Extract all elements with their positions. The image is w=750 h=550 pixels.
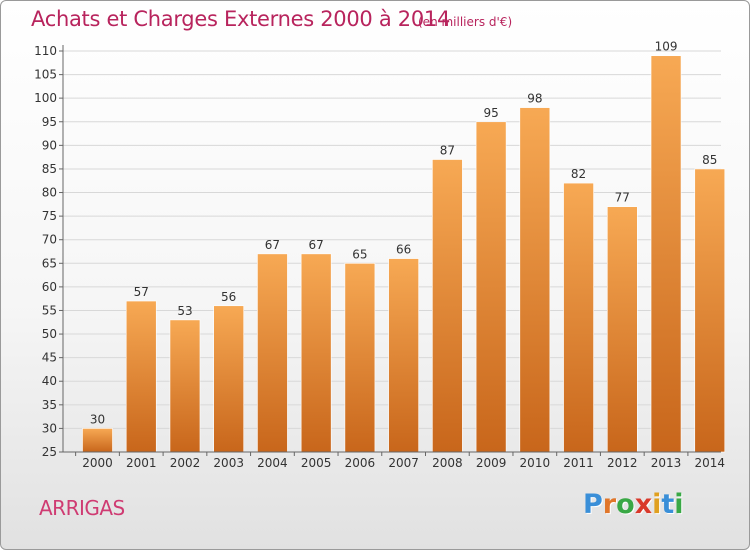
value-label: 65 — [352, 247, 367, 261]
x-tick-label: 2007 — [388, 456, 419, 470]
y-tick-label: 80 — [42, 186, 57, 200]
bar[interactable] — [475, 121, 507, 453]
x-tick-label: 2006 — [345, 456, 376, 470]
x-tick-label: 2000 — [82, 456, 113, 470]
bar[interactable] — [650, 55, 682, 453]
bar[interactable] — [344, 262, 376, 453]
logo-letter: o — [616, 489, 635, 520]
logo-letter: i — [652, 489, 662, 520]
value-label: 67 — [265, 238, 280, 252]
city-name: ARRIGAS — [39, 496, 125, 520]
bar[interactable] — [563, 182, 594, 453]
value-label: 82 — [571, 167, 586, 181]
bar[interactable] — [169, 319, 201, 453]
bar[interactable] — [606, 206, 638, 453]
value-label: 87 — [440, 144, 455, 158]
y-tick-label: 45 — [42, 351, 57, 365]
bars — [82, 55, 726, 453]
x-tick-label: 2005 — [301, 456, 332, 470]
y-tick-label: 100 — [34, 91, 57, 105]
y-tick-label: 90 — [42, 138, 57, 152]
bar[interactable] — [125, 300, 157, 453]
logo-letter: t — [661, 489, 675, 520]
value-label: 98 — [527, 92, 542, 106]
value-label: 85 — [702, 153, 717, 167]
logo-letter: x — [634, 489, 653, 520]
y-tick-label: 70 — [42, 233, 57, 247]
y-tick-label: 50 — [42, 327, 57, 341]
bar[interactable] — [519, 107, 551, 453]
bar[interactable] — [432, 159, 463, 453]
bar[interactable] — [213, 305, 244, 453]
x-tick-label: 2011 — [563, 456, 594, 470]
value-label: 56 — [221, 290, 236, 304]
x-tick-label: 2012 — [607, 456, 638, 470]
value-label: 53 — [177, 304, 192, 318]
y-tick-label: 65 — [42, 256, 57, 270]
y-tick-label: 95 — [42, 115, 57, 129]
x-tick-label: 2009 — [476, 456, 507, 470]
value-label: 66 — [396, 243, 411, 257]
chart-unit: (en milliers d'€) — [418, 15, 513, 29]
x-axis: 2000 2001 2002 2003 2004 2005 2006 2007 2008 2009… — [63, 451, 725, 470]
value-label: 109 — [655, 40, 678, 54]
bar[interactable] — [388, 258, 419, 453]
bar[interactable] — [257, 253, 288, 453]
bar[interactable] — [694, 168, 726, 453]
x-tick-label: 2013 — [651, 456, 682, 470]
bar[interactable] — [300, 253, 332, 453]
value-label: 67 — [309, 238, 324, 252]
logo-letter: r — [602, 489, 617, 520]
x-tick-label: 2003 — [213, 456, 244, 470]
y-tick-label: 105 — [34, 68, 57, 82]
y-tick-label: 110 — [34, 44, 57, 58]
value-label: 95 — [483, 106, 498, 120]
proxiti-logo[interactable]: Proxiti — [583, 489, 684, 520]
y-tick-label: 85 — [42, 162, 57, 176]
y-tick-label: 35 — [42, 398, 57, 412]
y-axis: 25 30 35 40 45 50 55 60 65 70 75 80 85 90 95 100 105 110 — [34, 44, 64, 459]
bar[interactable] — [82, 428, 113, 453]
y-tick-label: 40 — [42, 374, 57, 388]
x-tick-label: 2008 — [432, 456, 463, 470]
y-tick-label: 60 — [42, 280, 57, 294]
logo-letter: i — [674, 489, 684, 520]
y-tick-label: 75 — [42, 209, 57, 223]
value-labels: 30 57 53 56 67 67 65 66 87 95 98 82 77 109 85 — [90, 40, 718, 427]
x-tick-label: 2014 — [694, 456, 725, 470]
value-label: 30 — [90, 412, 105, 426]
x-tick-label: 2004 — [257, 456, 288, 470]
chart-title: Achats et Charges Externes 2000 à 2014 — [31, 7, 451, 31]
value-label: 77 — [615, 191, 630, 205]
y-tick-label: 55 — [42, 303, 57, 317]
x-tick-label: 2010 — [520, 456, 551, 470]
logo-letter: P — [583, 489, 603, 520]
y-tick-label: 30 — [42, 421, 57, 435]
x-tick-label: 2002 — [170, 456, 201, 470]
y-tick-label: 25 — [42, 445, 57, 459]
x-tick-label: 2001 — [126, 456, 157, 470]
value-label: 57 — [134, 285, 149, 299]
